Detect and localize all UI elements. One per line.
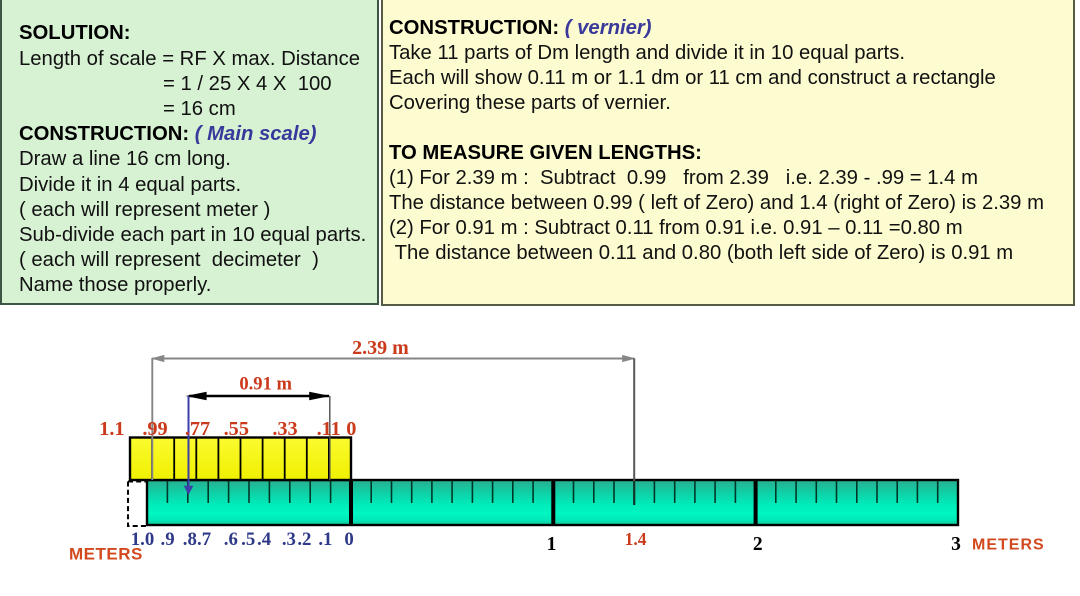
svg-text:.77: .77 [185, 418, 210, 440]
svg-text:METERS: METERS [69, 545, 143, 564]
svg-text:.3: .3 [282, 529, 296, 550]
svg-text:1.4: 1.4 [625, 529, 647, 549]
svg-text:.2: .2 [297, 529, 311, 550]
svg-text:.6: .6 [224, 529, 238, 550]
svg-text:0.91 m: 0.91 m [239, 374, 292, 395]
svg-text:1.1: 1.1 [99, 418, 124, 440]
svg-text:.99: .99 [142, 418, 167, 440]
svg-text:0: 0 [346, 418, 356, 440]
svg-text:0: 0 [344, 529, 353, 550]
svg-text:1: 1 [547, 534, 557, 555]
svg-text:1.0: 1.0 [131, 529, 154, 550]
svg-text:.1: .1 [318, 529, 332, 550]
svg-text:2: 2 [753, 534, 763, 555]
svg-text:.5: .5 [241, 529, 255, 550]
svg-text:METERS: METERS [972, 537, 1045, 554]
svg-text:.4: .4 [257, 529, 272, 550]
svg-text:.8: .8 [183, 529, 197, 550]
svg-text:2.39 m: 2.39 m [352, 337, 409, 359]
svg-text:3: 3 [951, 534, 961, 555]
svg-text:.9: .9 [161, 529, 175, 550]
svg-text:.7: .7 [197, 529, 211, 550]
svg-text:.11: .11 [317, 418, 341, 440]
svg-text:.55: .55 [224, 418, 249, 440]
svg-text:.33: .33 [272, 418, 297, 440]
